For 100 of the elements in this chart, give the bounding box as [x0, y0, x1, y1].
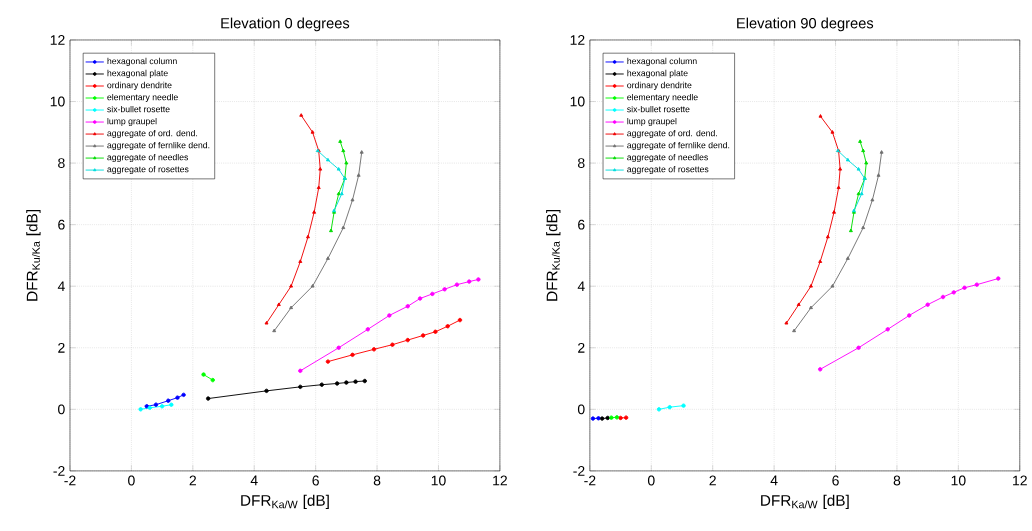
point	[870, 197, 875, 202]
point	[341, 148, 346, 153]
point	[289, 284, 294, 288]
point	[605, 415, 610, 421]
legend-label: ordinary dendrite	[627, 81, 692, 90]
point	[201, 372, 206, 377]
point	[298, 368, 303, 374]
point	[319, 382, 324, 387]
point	[996, 276, 1001, 281]
y-axis-title: DFR$_{Ku/Ka}$ [dB]	[546, 210, 561, 301]
point	[951, 290, 956, 295]
y-tick-label: -2	[53, 466, 65, 476]
point	[457, 317, 463, 323]
point	[925, 302, 930, 307]
point	[264, 321, 269, 325]
legend-label: aggregate of fernlike dend.	[107, 141, 210, 151]
point	[144, 404, 149, 409]
point	[861, 225, 866, 230]
point	[809, 284, 813, 288]
y-tick-label: 8	[577, 158, 585, 169]
point	[609, 415, 614, 420]
point	[825, 234, 830, 239]
point	[876, 173, 881, 177]
point	[310, 130, 315, 134]
point	[325, 359, 331, 364]
point	[325, 256, 330, 260]
legend-label: aggregate of ord. dend.	[107, 129, 198, 139]
point	[159, 404, 165, 409]
legend-label: lump graupel	[107, 117, 157, 127]
point	[417, 296, 423, 301]
point	[614, 415, 620, 420]
point	[298, 259, 303, 263]
point	[359, 150, 364, 154]
legend-label: aggregate of fernlike dend.	[627, 141, 730, 151]
y-tick-label: 2	[578, 342, 585, 353]
legend-label: aggregate of ord. dend.	[627, 129, 717, 139]
y-tick-label: -2	[573, 466, 585, 476]
point	[353, 379, 358, 384]
x-tick-label: 2	[709, 475, 716, 486]
y-tick-label: 0	[58, 404, 65, 415]
y-tick-label: 10	[570, 96, 585, 107]
x-tick-label: 12	[1013, 475, 1027, 486]
point	[476, 277, 481, 282]
point	[864, 160, 869, 165]
x-tick-label: 8	[893, 475, 901, 486]
point	[861, 148, 866, 153]
x-tick-label: 10	[951, 475, 966, 486]
x-tick-label: 10	[431, 475, 446, 486]
x-tick-label: 6	[312, 475, 319, 486]
point	[466, 279, 472, 284]
point	[344, 380, 349, 385]
point	[210, 377, 215, 383]
legend-label: hexagonal column	[107, 57, 177, 66]
point	[856, 167, 861, 171]
x-tick-label: 8	[373, 475, 381, 486]
x-axis-title: DFR$_{Ka/W}$ [dB]	[241, 494, 329, 510]
point	[784, 321, 789, 325]
point	[344, 160, 349, 165]
x-tick-label: 12	[493, 475, 507, 486]
y-tick-label: 12	[50, 35, 65, 45]
point	[596, 416, 601, 421]
legend-label: six-bullet rosette	[107, 105, 170, 113]
point	[318, 167, 323, 171]
point	[387, 313, 392, 318]
point	[667, 405, 672, 410]
point	[796, 302, 801, 307]
point	[153, 402, 159, 407]
point	[962, 285, 967, 291]
point	[974, 282, 979, 287]
point	[325, 157, 330, 162]
legend-label: aggregate of rosettes	[627, 166, 709, 175]
point	[264, 388, 269, 394]
legend-label: aggregate of needles	[107, 154, 189, 163]
legend-label: six-bullet rosette	[627, 105, 690, 113]
point	[169, 402, 174, 407]
point	[181, 392, 186, 398]
y-tick-label: 6	[578, 219, 585, 230]
legend-label: hexagonal plate	[627, 69, 688, 78]
point	[390, 342, 395, 347]
point	[276, 302, 281, 307]
x-axis-title: DFR$_{Ka/W}$ [dB]	[761, 494, 849, 510]
y-axis-title: DFR$_{Ku/Ka}$ [dB]	[26, 210, 41, 301]
point	[365, 327, 371, 332]
legend-label: elementary needle	[107, 93, 178, 103]
point	[175, 395, 180, 400]
chart-title: Elevation 0 degrees	[221, 17, 350, 32]
y-tick-label: 4	[57, 281, 65, 292]
point	[830, 130, 835, 134]
point	[166, 398, 171, 403]
chart-title: Elevation 90 degrees	[737, 17, 874, 32]
point	[341, 225, 346, 230]
point	[817, 367, 823, 372]
point	[329, 228, 333, 233]
x-tick-label: 0	[647, 475, 655, 486]
point	[336, 345, 341, 351]
point	[836, 185, 841, 190]
point	[818, 259, 823, 263]
point	[350, 197, 355, 202]
legend-label: hexagonal column	[627, 57, 697, 66]
point	[856, 345, 861, 351]
